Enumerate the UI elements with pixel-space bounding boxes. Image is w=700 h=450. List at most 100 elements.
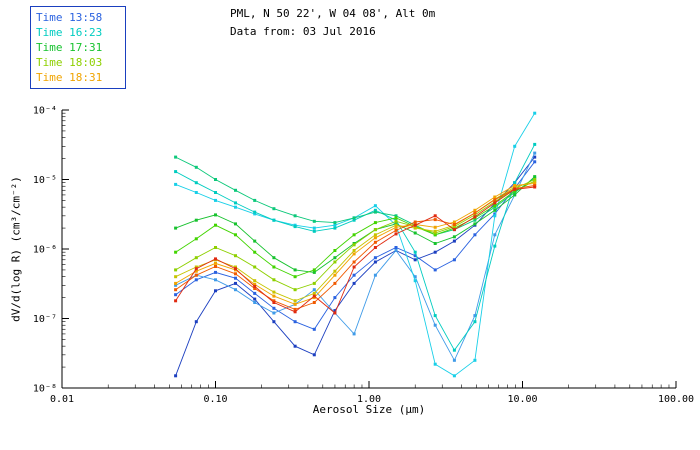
legend-item: Time 18:31 xyxy=(36,71,103,84)
series-marker xyxy=(473,233,477,237)
series-marker xyxy=(473,211,477,215)
series-marker xyxy=(433,323,437,327)
series-marker xyxy=(373,256,377,260)
x-tick-label: 0.01 xyxy=(50,394,74,405)
series-marker xyxy=(272,265,276,269)
series-marker xyxy=(493,198,497,202)
series-marker xyxy=(513,144,517,148)
series-marker xyxy=(272,207,276,211)
series-marker xyxy=(293,268,297,272)
series-marker xyxy=(214,223,217,227)
series-marker xyxy=(272,294,276,298)
series-marker xyxy=(272,301,276,304)
series-marker xyxy=(272,256,276,260)
series-marker xyxy=(214,213,217,217)
series-marker xyxy=(373,233,377,237)
series-marker xyxy=(293,344,297,348)
series-marker xyxy=(234,254,237,258)
series-marker xyxy=(413,250,417,254)
series-marker xyxy=(174,182,178,186)
series-marker xyxy=(293,275,297,279)
series-marker xyxy=(473,213,477,217)
series-marker xyxy=(473,320,477,324)
series-marker xyxy=(533,178,537,181)
series-marker xyxy=(493,212,497,216)
series-marker xyxy=(194,278,198,282)
series-marker xyxy=(234,288,237,292)
series-marker xyxy=(373,204,377,208)
series-marker xyxy=(352,332,356,336)
series-marker xyxy=(333,273,337,277)
series-marker xyxy=(433,250,437,254)
series-marker xyxy=(214,198,217,202)
series-marker xyxy=(194,269,198,273)
series-marker xyxy=(413,258,417,262)
series-marker xyxy=(373,210,377,214)
series-line-series-03 xyxy=(175,152,536,362)
series-marker xyxy=(373,228,377,232)
series-marker xyxy=(333,249,337,252)
y-tick-label: 10⁻⁴ xyxy=(33,106,57,117)
series-marker xyxy=(533,111,537,115)
series-marker xyxy=(493,195,497,199)
series-marker xyxy=(352,249,356,252)
legend-item: Time 18:03 xyxy=(36,56,103,69)
series-marker xyxy=(473,218,477,222)
legend-item: Time 13:58 xyxy=(36,11,103,24)
series-marker xyxy=(473,222,477,226)
series-marker xyxy=(234,205,237,209)
series-marker xyxy=(452,374,456,378)
series-marker xyxy=(253,250,257,254)
y-tick-label: 10⁻⁷ xyxy=(33,314,57,325)
series-marker xyxy=(433,218,437,222)
series-marker xyxy=(394,249,398,252)
series-marker xyxy=(533,151,537,155)
series-marker xyxy=(214,191,217,194)
series-marker xyxy=(394,219,398,223)
series-marker xyxy=(234,188,237,192)
series-marker xyxy=(373,260,377,264)
series-marker xyxy=(473,358,477,362)
series-marker xyxy=(194,256,198,260)
series-marker xyxy=(272,218,276,222)
series-marker xyxy=(394,223,398,227)
x-tick-label: 10.00 xyxy=(507,394,537,405)
series-marker xyxy=(312,291,316,295)
series-marker xyxy=(272,320,276,324)
series-marker xyxy=(253,279,257,283)
series-marker xyxy=(214,257,217,261)
plot-title-line2: Data from: 03 Jul 2016 xyxy=(230,25,376,38)
series-marker xyxy=(194,181,198,185)
series-marker xyxy=(493,214,497,218)
series-marker xyxy=(473,314,477,318)
series-marker xyxy=(174,281,178,285)
series-marker xyxy=(174,299,178,303)
series-marker xyxy=(194,265,198,269)
series-marker xyxy=(312,281,316,285)
legend: Time 13:58 Time 16:23 Time 17:31 Time 18:03… xyxy=(30,6,126,89)
series-marker xyxy=(394,232,398,236)
series-marker xyxy=(373,208,377,212)
series-marker xyxy=(234,281,237,285)
series-line-series-06 xyxy=(175,156,535,236)
series-marker xyxy=(272,278,276,282)
series-marker xyxy=(394,214,398,218)
series-marker xyxy=(533,142,537,146)
series-marker xyxy=(174,283,178,287)
series-marker xyxy=(433,314,437,318)
series-marker xyxy=(352,243,356,247)
series-marker xyxy=(293,310,297,314)
series-marker xyxy=(413,279,417,283)
series-marker xyxy=(452,348,456,352)
series-marker xyxy=(352,218,356,222)
series-marker xyxy=(413,223,417,227)
series-marker xyxy=(214,261,217,265)
series-marker xyxy=(452,235,456,239)
series-marker xyxy=(312,327,316,331)
series-marker xyxy=(513,181,517,185)
series-marker xyxy=(194,267,198,271)
series-marker xyxy=(433,268,437,272)
series-marker xyxy=(373,236,377,240)
